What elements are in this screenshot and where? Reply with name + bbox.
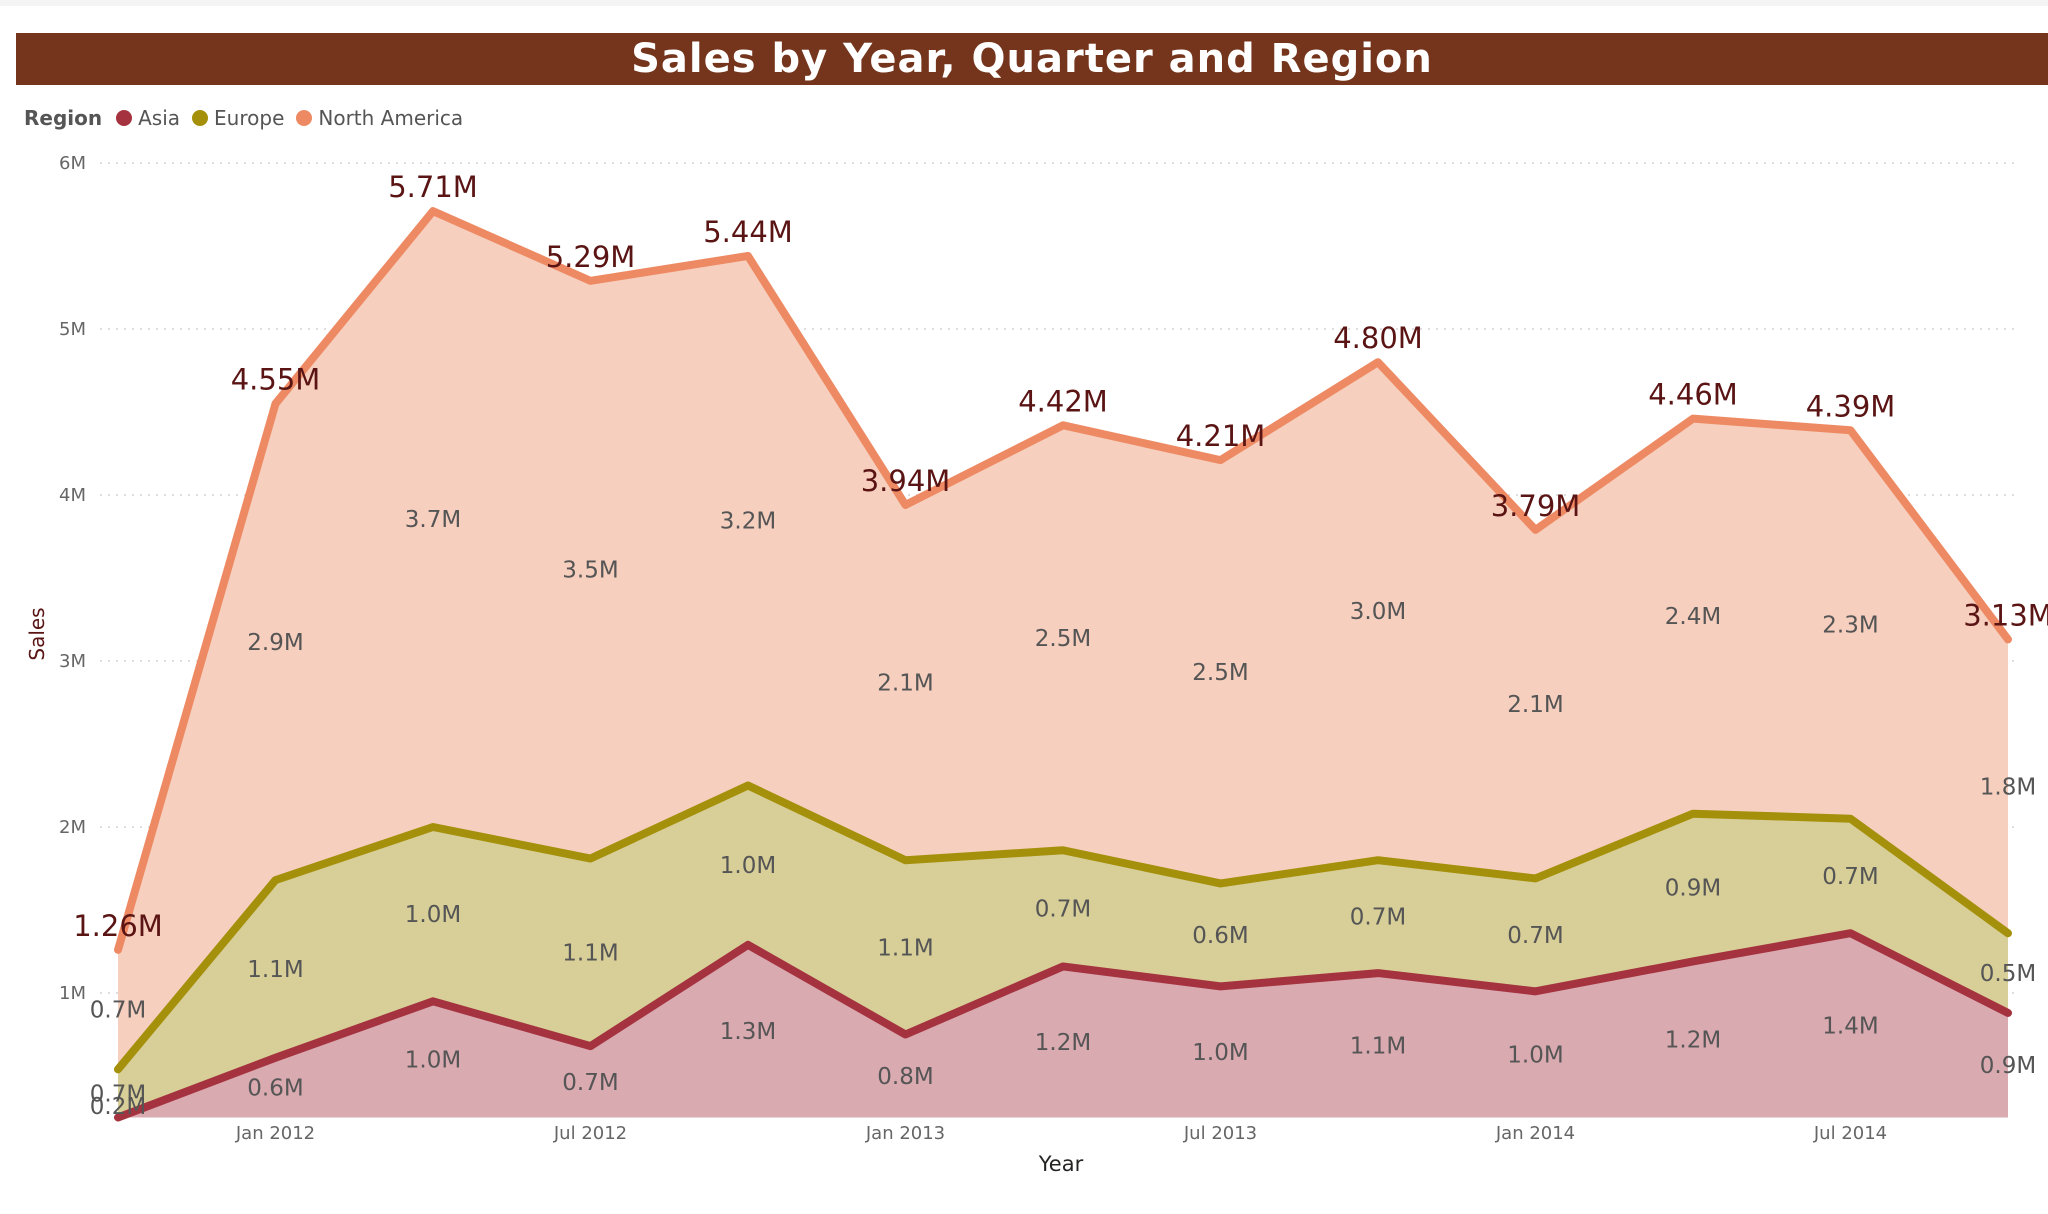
data-label-north-america: 0.7M bbox=[90, 998, 146, 1024]
total-label: 3.94M bbox=[861, 464, 951, 498]
data-label-north-america: 3.7M bbox=[405, 507, 461, 533]
data-label-europe: 1.1M bbox=[877, 935, 933, 961]
legend-label-asia: Asia bbox=[138, 106, 181, 130]
line-north-america bbox=[114, 207, 2012, 954]
data-label-asia: 0.9M bbox=[1980, 1053, 2036, 1079]
total-label: 1.26M bbox=[73, 909, 163, 943]
data-label-asia: 0.8M bbox=[877, 1064, 933, 1090]
line-europe bbox=[114, 781, 2012, 1074]
data-label-north-america: 2.4M bbox=[1665, 604, 1721, 630]
total-label: 4.42M bbox=[1018, 384, 1108, 418]
y-tick-label: 1M bbox=[59, 983, 86, 1004]
data-label-europe: 0.7M bbox=[1035, 896, 1091, 922]
x-tick-label: Jul 2013 bbox=[1183, 1123, 1257, 1144]
legend-item-asia[interactable]: Asia bbox=[116, 106, 180, 130]
y-axis-title: Sales bbox=[25, 607, 49, 660]
data-label-north-america: 1.8M bbox=[1980, 774, 2036, 800]
data-label-europe: 0.6M bbox=[1192, 923, 1248, 949]
data-label-north-america: 2.3M bbox=[1822, 612, 1878, 638]
area-asia bbox=[118, 933, 2008, 1118]
data-label-north-america: 2.1M bbox=[877, 671, 933, 697]
data-label-asia: 1.0M bbox=[1507, 1042, 1563, 1068]
data-label-north-america: 3.5M bbox=[562, 558, 618, 584]
total-label: 5.29M bbox=[546, 240, 636, 274]
data-label-europe: 0.7M bbox=[1507, 923, 1563, 949]
top-rule bbox=[0, 0, 2048, 6]
data-label-asia: 1.2M bbox=[1035, 1030, 1091, 1056]
data-label-europe: 0.7M bbox=[90, 1081, 146, 1107]
data-label-europe: 0.7M bbox=[1350, 905, 1406, 931]
data-label-asia: 1.0M bbox=[405, 1047, 461, 1073]
total-label: 4.21M bbox=[1176, 419, 1266, 453]
data-label-north-america: 3.0M bbox=[1350, 599, 1406, 625]
y-tick-label: 2M bbox=[59, 817, 86, 838]
x-axis-title: Year bbox=[1038, 1152, 1084, 1176]
legend-title: Region bbox=[24, 106, 103, 130]
y-tick-label: 3M bbox=[59, 651, 86, 672]
total-label: 4.39M bbox=[1806, 389, 1896, 423]
data-label-europe: 1.0M bbox=[405, 902, 461, 928]
y-tick-label: 4M bbox=[59, 485, 86, 506]
total-label: 4.80M bbox=[1333, 321, 1423, 355]
x-tick-label: Jul 2012 bbox=[553, 1123, 627, 1144]
data-label-europe: 1.1M bbox=[562, 940, 618, 966]
legend-label-europe: Europe bbox=[214, 106, 285, 130]
data-label-asia: 1.2M bbox=[1665, 1027, 1721, 1053]
data-label-asia: 0.2M bbox=[90, 1094, 146, 1120]
legend-dot-asia bbox=[116, 110, 133, 126]
chart-title: Sales by Year, Quarter and Region bbox=[631, 36, 1433, 82]
total-label: 4.46M bbox=[1648, 378, 1738, 412]
data-label-north-america: 2.5M bbox=[1035, 626, 1091, 652]
data-label-asia: 1.4M bbox=[1822, 1013, 1878, 1039]
data-label-europe: 0.5M bbox=[1980, 961, 2036, 987]
data-label-north-america: 2.5M bbox=[1192, 660, 1248, 686]
y-tick-label: 6M bbox=[59, 153, 86, 174]
total-label: 5.44M bbox=[703, 215, 793, 249]
data-label-asia: 0.7M bbox=[562, 1070, 618, 1096]
data-label-europe: 0.9M bbox=[1665, 876, 1721, 902]
data-label-europe: 1.1M bbox=[247, 957, 303, 983]
data-label-north-america: 2.1M bbox=[1507, 692, 1563, 718]
y-tick-label: 5M bbox=[59, 319, 86, 340]
total-label: 3.13M bbox=[1963, 598, 2048, 632]
legend: Region Asia Europe North America bbox=[24, 104, 475, 132]
data-label-asia: 1.3M bbox=[720, 1019, 776, 1045]
legend-item-north-america[interactable]: North America bbox=[296, 106, 463, 130]
data-label-europe: 1.0M bbox=[720, 853, 776, 879]
x-tick-label: Jan 2014 bbox=[1495, 1123, 1575, 1144]
legend-label-north-america: North America bbox=[318, 106, 464, 130]
total-label: 3.79M bbox=[1491, 489, 1581, 523]
data-label-asia: 1.1M bbox=[1350, 1033, 1406, 1059]
data-label-asia: 1.0M bbox=[1192, 1040, 1248, 1066]
line-asia bbox=[114, 929, 2012, 1122]
total-label: 5.71M bbox=[388, 170, 478, 204]
legend-dot-north-america bbox=[296, 110, 313, 126]
data-label-europe: 0.7M bbox=[1822, 864, 1878, 890]
data-label-north-america: 3.2M bbox=[720, 509, 776, 535]
total-label: 4.55M bbox=[231, 363, 321, 397]
data-label-asia: 0.6M bbox=[247, 1076, 303, 1102]
x-tick-label: Jan 2013 bbox=[865, 1123, 945, 1144]
x-tick-label: Jul 2014 bbox=[1813, 1123, 1887, 1144]
legend-dot-europe bbox=[192, 110, 209, 126]
legend-item-europe[interactable]: Europe bbox=[192, 106, 284, 130]
title-bar: Sales by Year, Quarter and Region bbox=[16, 33, 2048, 85]
data-label-north-america: 2.9M bbox=[247, 630, 303, 656]
x-tick-label: Jan 2012 bbox=[235, 1123, 315, 1144]
